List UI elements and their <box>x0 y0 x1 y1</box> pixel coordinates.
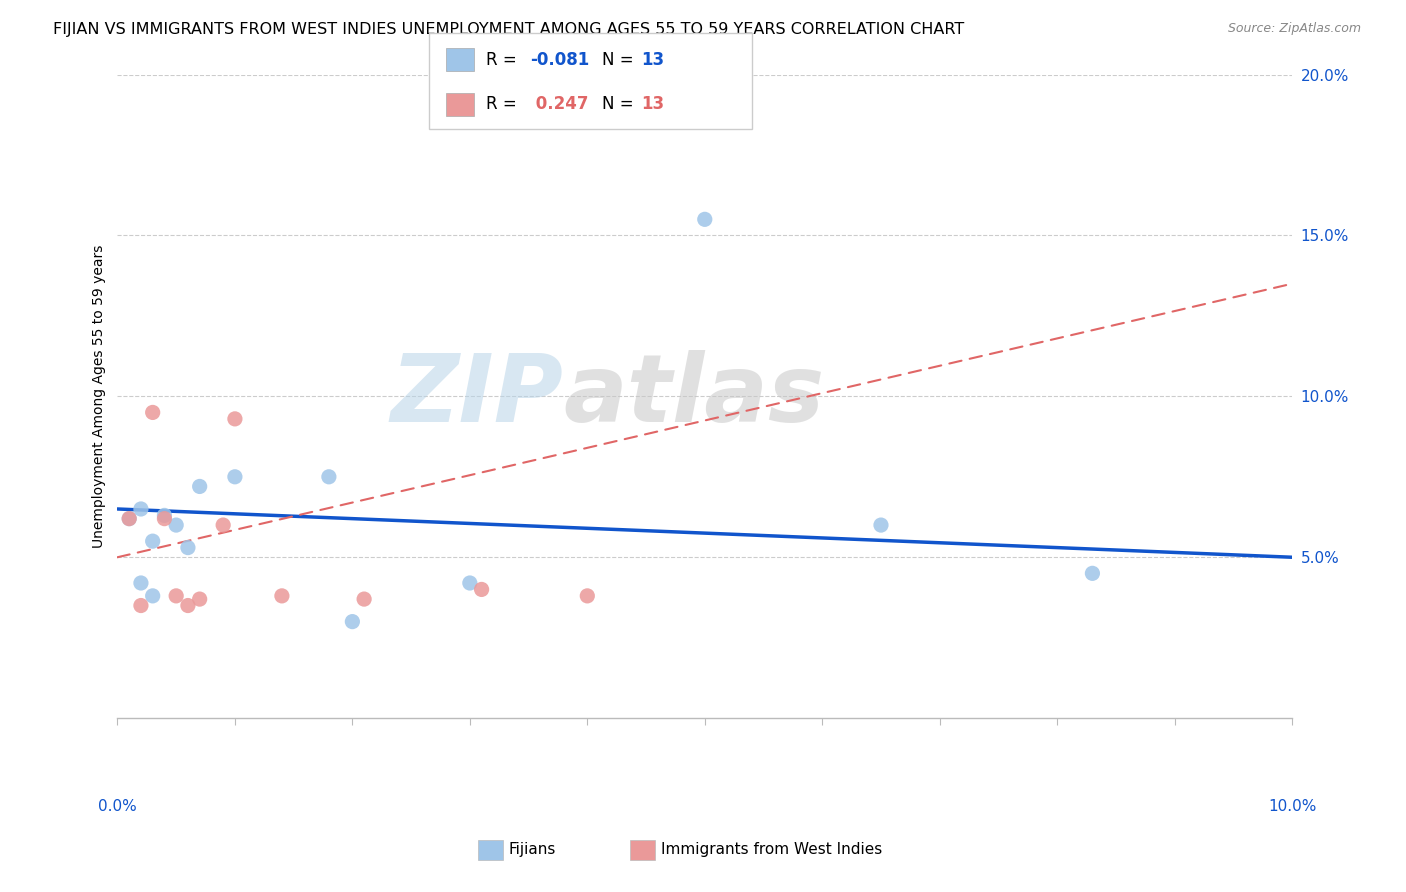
Point <box>129 502 152 516</box>
Text: 0.247: 0.247 <box>530 95 589 113</box>
Text: 0.0%: 0.0% <box>98 798 136 814</box>
Point <box>165 518 187 533</box>
Text: R =: R = <box>486 95 523 113</box>
Point <box>1081 566 1104 581</box>
Point <box>870 518 893 533</box>
Text: 10.0%: 10.0% <box>1268 798 1316 814</box>
Text: R =: R = <box>486 51 523 69</box>
Point <box>458 576 481 591</box>
Point <box>353 592 375 607</box>
Point <box>224 470 246 484</box>
Point <box>153 508 176 523</box>
Point <box>212 518 235 533</box>
Text: Source: ZipAtlas.com: Source: ZipAtlas.com <box>1227 22 1361 36</box>
Text: atlas: atlas <box>564 351 825 442</box>
Point <box>177 541 200 555</box>
Text: ZIP: ZIP <box>391 351 564 442</box>
Point <box>118 511 141 525</box>
Point <box>142 534 165 549</box>
Point <box>188 479 211 493</box>
Point <box>129 576 152 591</box>
Point <box>153 511 176 525</box>
Point <box>142 589 165 603</box>
Point <box>342 615 364 629</box>
Point <box>318 470 340 484</box>
Point <box>177 599 200 613</box>
Text: 13: 13 <box>641 51 664 69</box>
Point <box>142 405 165 419</box>
Text: FIJIAN VS IMMIGRANTS FROM WEST INDIES UNEMPLOYMENT AMONG AGES 55 TO 59 YEARS COR: FIJIAN VS IMMIGRANTS FROM WEST INDIES UN… <box>53 22 965 37</box>
Text: Immigrants from West Indies: Immigrants from West Indies <box>661 842 882 856</box>
Point <box>224 412 246 426</box>
Text: 13: 13 <box>641 95 664 113</box>
Point <box>165 589 187 603</box>
Point <box>129 599 152 613</box>
Point <box>188 592 211 607</box>
Point <box>693 212 716 227</box>
Text: -0.081: -0.081 <box>530 51 589 69</box>
Text: Fijians: Fijians <box>509 842 557 856</box>
Text: N =: N = <box>602 95 638 113</box>
Text: N =: N = <box>602 51 638 69</box>
Point <box>576 589 599 603</box>
Point <box>118 511 141 525</box>
Y-axis label: Unemployment Among Ages 55 to 59 years: Unemployment Among Ages 55 to 59 years <box>93 244 107 548</box>
Point <box>471 582 494 597</box>
Point <box>270 589 292 603</box>
